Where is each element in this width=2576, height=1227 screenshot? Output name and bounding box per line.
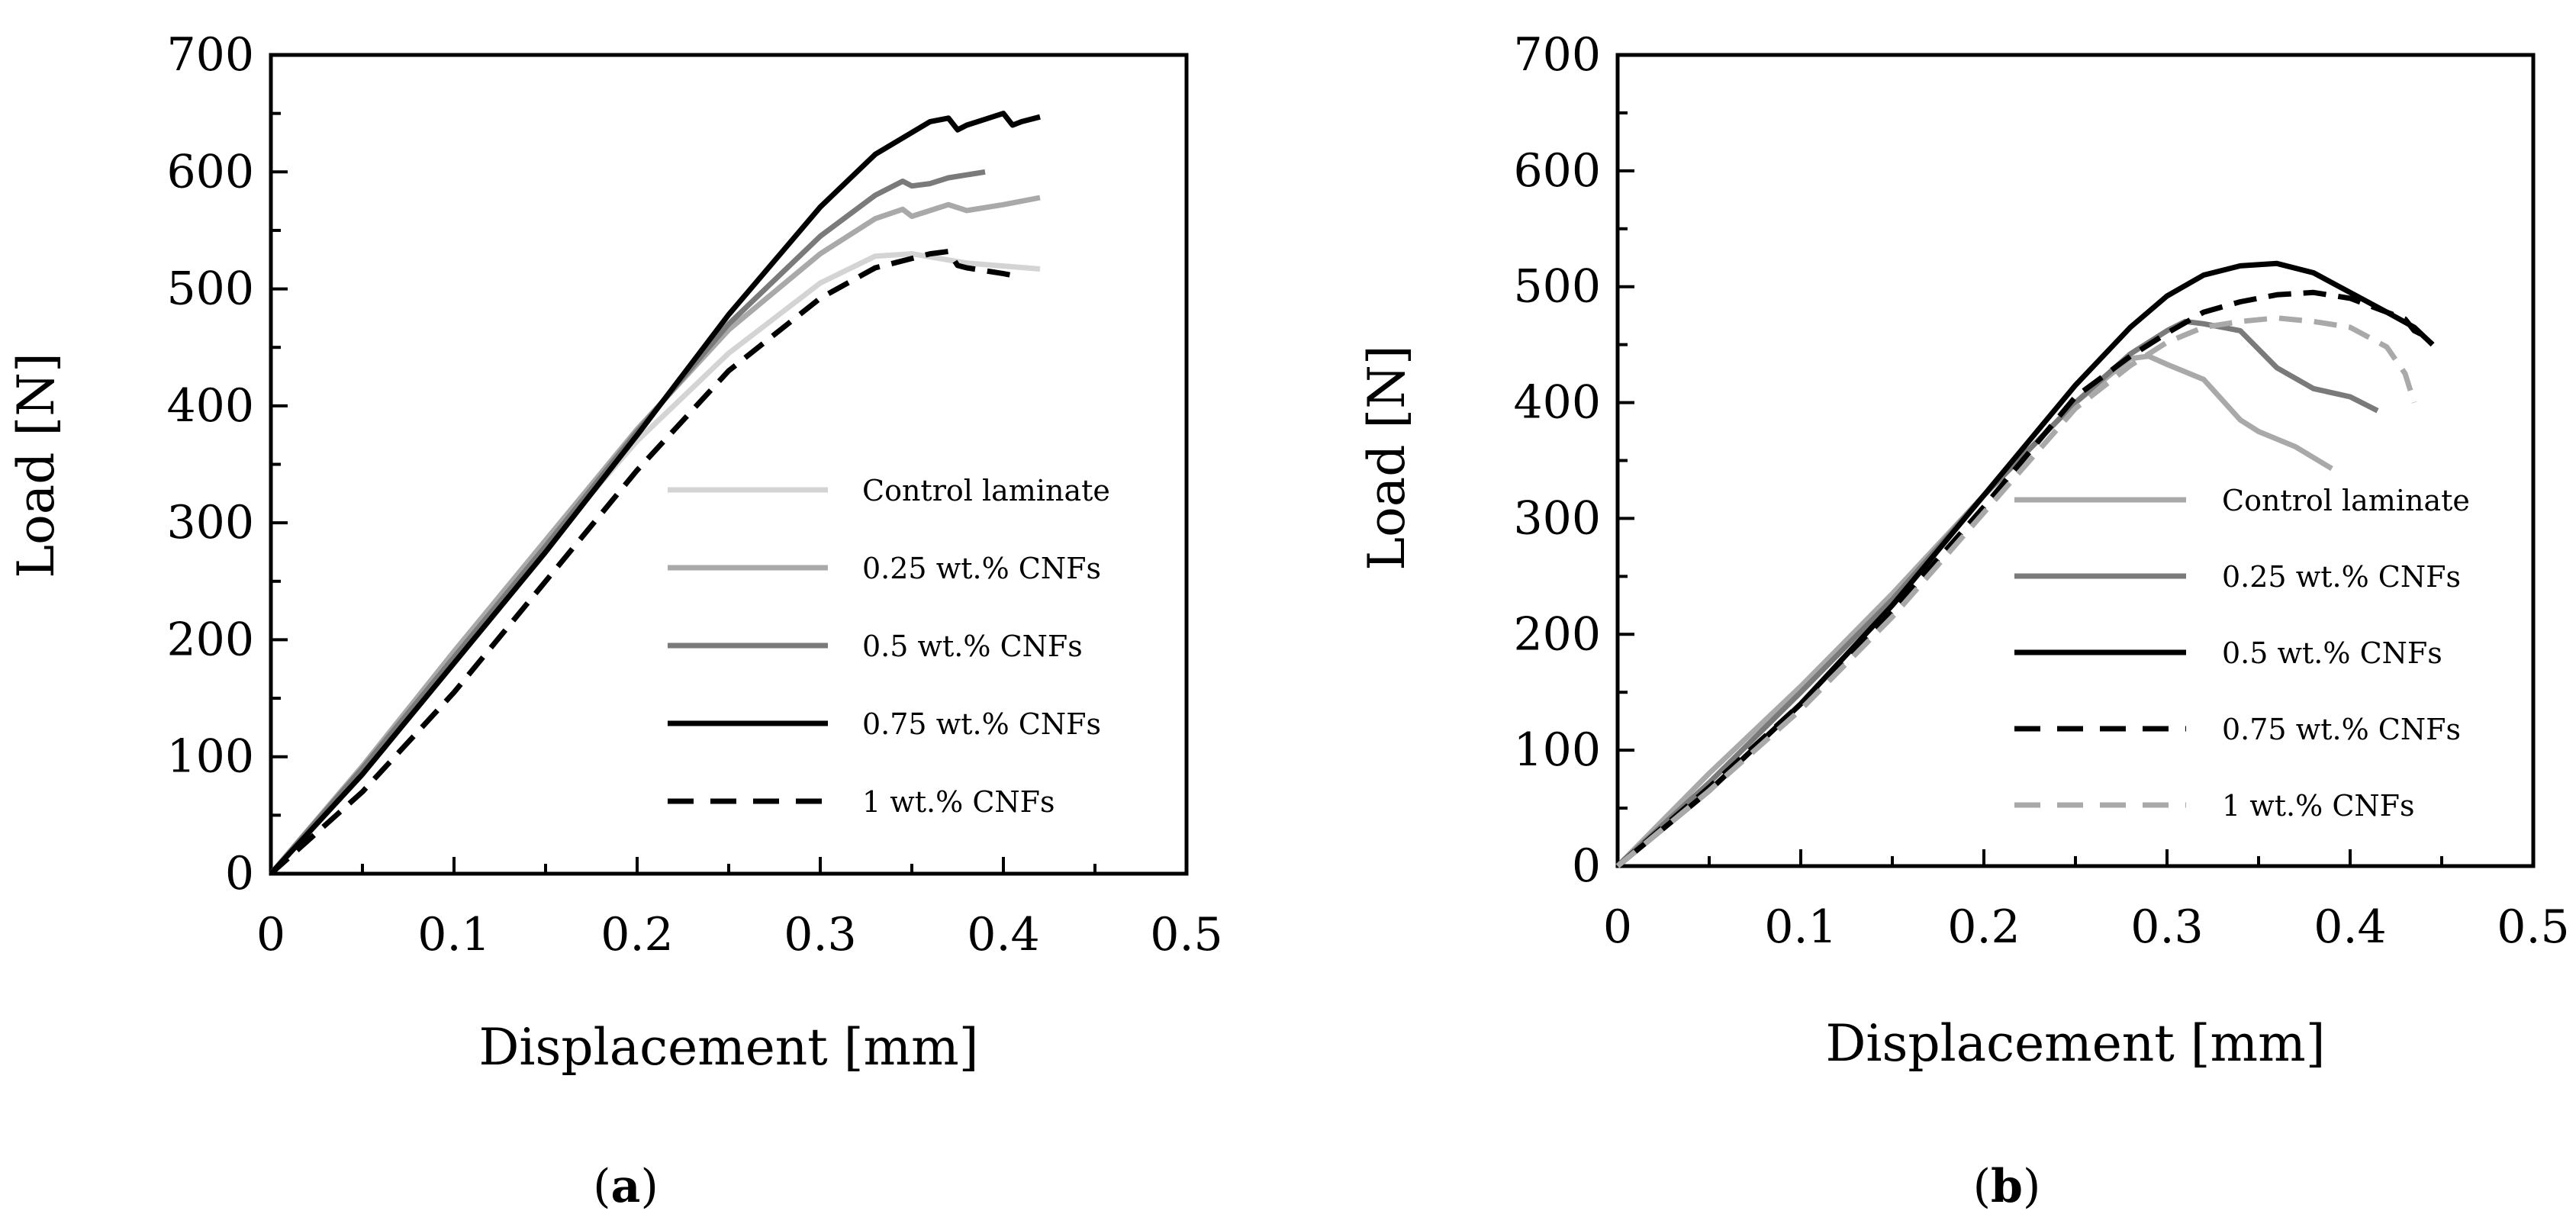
panel-b-legend-label-2: 0.25 wt.% CNFs — [2222, 560, 2461, 594]
panel-a-caption-letter: a — [611, 1160, 641, 1213]
panel-b-y-tick-label: 100 — [1513, 723, 1601, 777]
panel-b-x-tick-label: 0 — [1603, 900, 1632, 954]
panel-a-series-line-4 — [269, 111, 1041, 876]
panel-b-legend-label-1: Control laminate — [2222, 484, 2470, 517]
panel-b-series-line-5 — [1615, 315, 2417, 868]
panel-b-legend-label-4: 0.75 wt.% CNFs — [2222, 713, 2461, 746]
panel-a-y-tick-label: 300 — [166, 496, 254, 549]
panel-b-x-tick-label: 0.2 — [1947, 900, 2020, 954]
panel-b-caption-letter: b — [1991, 1160, 2023, 1213]
panel-b-y-tick-label: 0 — [1572, 839, 1601, 893]
panel-a-legend-label-1: Control laminate — [862, 474, 1110, 507]
panel-b-legend-label-3: 0.5 wt.% CNFs — [2222, 636, 2442, 670]
panel-a-x-tick-label: 0.3 — [784, 908, 856, 961]
panel-a-legend-label-2: 0.25 wt.% CNFs — [862, 552, 1101, 585]
panel-a-y-tick-label: 600 — [166, 145, 254, 198]
panel-a-x-axis-title: Displacement [mm] — [479, 1018, 979, 1077]
panel-b-y-tick-label: 300 — [1513, 491, 1601, 545]
panel-a-legend-label-5: 1 wt.% CNFs — [862, 785, 1055, 819]
panel-a-y-tick-label: 200 — [166, 613, 254, 666]
panel-b-x-tick-label: 0.5 — [2497, 900, 2569, 954]
panel-a-y-axis-title: Load [N] — [7, 353, 66, 578]
panel-b-x-axis-title: Displacement [mm] — [1826, 1014, 2326, 1073]
panel-b-series-line-3 — [1615, 260, 2435, 868]
panel-b-y-tick-label: 400 — [1513, 376, 1601, 430]
panel-a-plot-frame — [269, 53, 1189, 876]
panel-b-y-axis-title: Load [N] — [1357, 345, 1416, 570]
panel-a-series-line-2 — [269, 195, 1041, 876]
panel-a-caption-open: ( — [593, 1160, 610, 1213]
panel-b-caption: (b) — [1973, 1160, 2041, 1213]
panel-a-x-tick-label: 0.2 — [601, 908, 673, 961]
panel-a-series-line-5 — [269, 249, 1022, 876]
panel-a-y-tick-label: 0 — [225, 847, 254, 900]
panel-a-caption-close: ) — [640, 1160, 658, 1213]
panel-a-legend: Control laminate 0.25 wt.% CNFs 0.5 wt.% C… — [668, 474, 1110, 819]
panel-b-y-tick-label: 200 — [1513, 607, 1601, 661]
panel-b-caption-open: ( — [1973, 1160, 1991, 1213]
panel-a-y-tick-label: 400 — [166, 379, 254, 433]
panel-b-x-tick-label: 0.3 — [2130, 900, 2203, 954]
panel-a: 0 100 200 300 400 500 600 700 0 0.1 0.2 0.3 0.4 0.5 Di… — [7, 28, 1223, 1213]
panel-a-legend-label-3: 0.5 wt.% CNFs — [862, 630, 1083, 663]
panel-a-caption: (a) — [593, 1160, 658, 1213]
panel-a-legend-label-4: 0.75 wt.% CNFs — [862, 707, 1101, 741]
panel-a-x-tick-label: 0.5 — [1150, 908, 1222, 961]
panel-b-series-line-2 — [1615, 318, 2379, 868]
panel-b-y-tick-label: 500 — [1513, 260, 1601, 314]
panel-a-x-tick-label: 0.4 — [967, 908, 1039, 961]
panel-a-y-tick-label: 100 — [166, 730, 254, 784]
panel-a-series-line-3 — [269, 169, 986, 876]
panel-b-x-tick-label: 0.1 — [1764, 900, 1837, 954]
panel-b-y-tick-label: 600 — [1513, 144, 1601, 198]
panel-b-legend-label-5: 1 wt.% CNFs — [2222, 789, 2415, 823]
panel-a-y-tick-label: 500 — [166, 262, 254, 316]
panel-a-y-tick-label: 700 — [166, 28, 254, 82]
panel-b: 0 100 200 300 400 500 600 700 0 0.1 0.2 0.3 0.4 0.5 Di… — [1357, 28, 2570, 1213]
panel-b-caption-close: ) — [2023, 1160, 2040, 1213]
panel-a-x-tick-label: 0.1 — [417, 908, 490, 961]
panel-b-series-line-4 — [1615, 289, 2435, 868]
panel-b-x-tick-label: 0.4 — [2314, 900, 2386, 954]
panel-b-y-tick-label: 700 — [1513, 28, 1601, 82]
panel-b-series-line-1 — [1615, 353, 2333, 868]
panel-a-x-tick-label: 0 — [256, 908, 285, 961]
panel-b-legend: Control laminate 0.25 wt.% CNFs 0.5 wt.% C… — [2014, 484, 2470, 823]
